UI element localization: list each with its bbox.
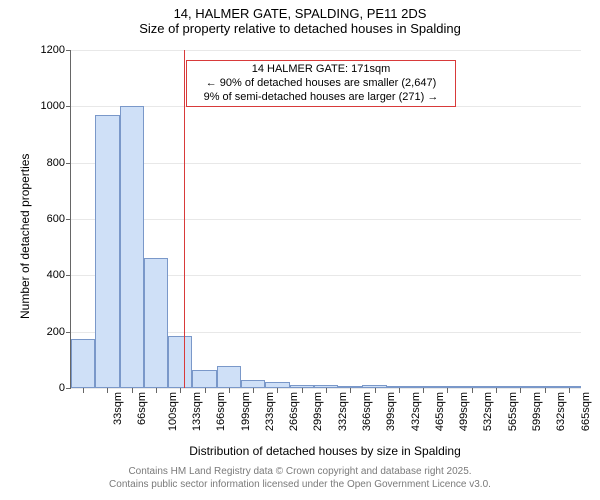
x-tick-label: 499sqm: [458, 392, 470, 431]
x-tick-mark: [399, 388, 400, 393]
x-tick-label: 233sqm: [264, 392, 276, 431]
footer-line-2: Contains public sector information licen…: [0, 479, 600, 492]
histogram-bar: [192, 370, 216, 388]
gridline: [71, 219, 581, 220]
x-tick-label: 332sqm: [337, 392, 349, 431]
x-tick-label: 665sqm: [580, 392, 592, 431]
plot-area: 02004006008001000120033sqm66sqm100sqm133…: [70, 50, 581, 389]
x-tick-label: 299sqm: [313, 392, 325, 431]
histogram-bar: [71, 339, 95, 388]
x-tick-mark: [229, 388, 230, 393]
y-tick-label: 1000: [41, 100, 71, 112]
y-axis-label: Number of detached properties: [18, 154, 32, 319]
y-tick-label: 200: [47, 326, 71, 338]
x-tick-mark: [156, 388, 157, 393]
chart-title: 14, HALMER GATE, SPALDING, PE11 2DS Size…: [0, 6, 600, 36]
reference-line: [184, 50, 185, 388]
x-tick-mark: [277, 388, 278, 393]
x-tick-mark: [326, 388, 327, 393]
x-tick-label: 432sqm: [410, 392, 422, 431]
gridline: [71, 50, 581, 51]
x-tick-mark: [447, 388, 448, 393]
x-tick-mark: [545, 388, 546, 393]
x-tick-mark: [205, 388, 206, 393]
annotation-line: 14 HALMER GATE: 171sqm: [193, 63, 449, 77]
x-tick-mark: [520, 388, 521, 393]
x-tick-label: 100sqm: [167, 392, 179, 431]
x-tick-label: 66sqm: [136, 392, 148, 425]
x-tick-label: 399sqm: [385, 392, 397, 431]
y-tick-label: 600: [47, 213, 71, 225]
title-line-1: 14, HALMER GATE, SPALDING, PE11 2DS: [0, 6, 600, 21]
x-tick-label: 565sqm: [507, 392, 519, 431]
x-axis-label: Distribution of detached houses by size …: [70, 444, 580, 458]
gridline: [71, 163, 581, 164]
histogram-bar: [144, 258, 168, 388]
histogram-bar: [217, 366, 241, 388]
annotation-box: 14 HALMER GATE: 171sqm← 90% of detached …: [186, 60, 456, 107]
title-line-2: Size of property relative to detached ho…: [0, 21, 600, 36]
y-tick-label: 1200: [41, 44, 71, 56]
x-tick-mark: [496, 388, 497, 393]
histogram-bar: [95, 115, 119, 388]
x-tick-mark: [350, 388, 351, 393]
x-tick-label: 599sqm: [531, 392, 543, 431]
histogram-bar: [120, 106, 144, 388]
histogram-bar: [168, 336, 192, 388]
x-tick-mark: [107, 388, 108, 393]
annotation-line: 9% of semi-detached houses are larger (2…: [193, 91, 449, 105]
x-tick-mark: [253, 388, 254, 393]
footer-line-1: Contains HM Land Registry data © Crown c…: [0, 466, 600, 479]
x-tick-label: 532sqm: [483, 392, 495, 431]
x-tick-mark: [302, 388, 303, 393]
x-tick-label: 166sqm: [215, 392, 227, 431]
x-tick-mark: [375, 388, 376, 393]
x-tick-label: 366sqm: [361, 392, 373, 431]
annotation-line: ← 90% of detached houses are smaller (2,…: [193, 77, 449, 91]
y-tick-label: 800: [47, 157, 71, 169]
footer-attribution: Contains HM Land Registry data © Crown c…: [0, 466, 600, 491]
x-tick-label: 133sqm: [191, 392, 203, 431]
y-tick-label: 0: [59, 382, 71, 394]
x-tick-mark: [423, 388, 424, 393]
x-tick-label: 33sqm: [112, 392, 124, 425]
x-tick-label: 632sqm: [555, 392, 567, 431]
x-tick-mark: [472, 388, 473, 393]
x-tick-label: 199sqm: [240, 392, 252, 431]
histogram-bar: [241, 380, 265, 388]
y-tick-label: 400: [47, 269, 71, 281]
x-tick-mark: [569, 388, 570, 393]
x-tick-mark: [83, 388, 84, 393]
x-tick-mark: [180, 388, 181, 393]
x-tick-label: 465sqm: [434, 392, 446, 431]
x-tick-mark: [132, 388, 133, 393]
chart-container: 14, HALMER GATE, SPALDING, PE11 2DS Size…: [0, 0, 600, 500]
x-tick-label: 266sqm: [288, 392, 300, 431]
